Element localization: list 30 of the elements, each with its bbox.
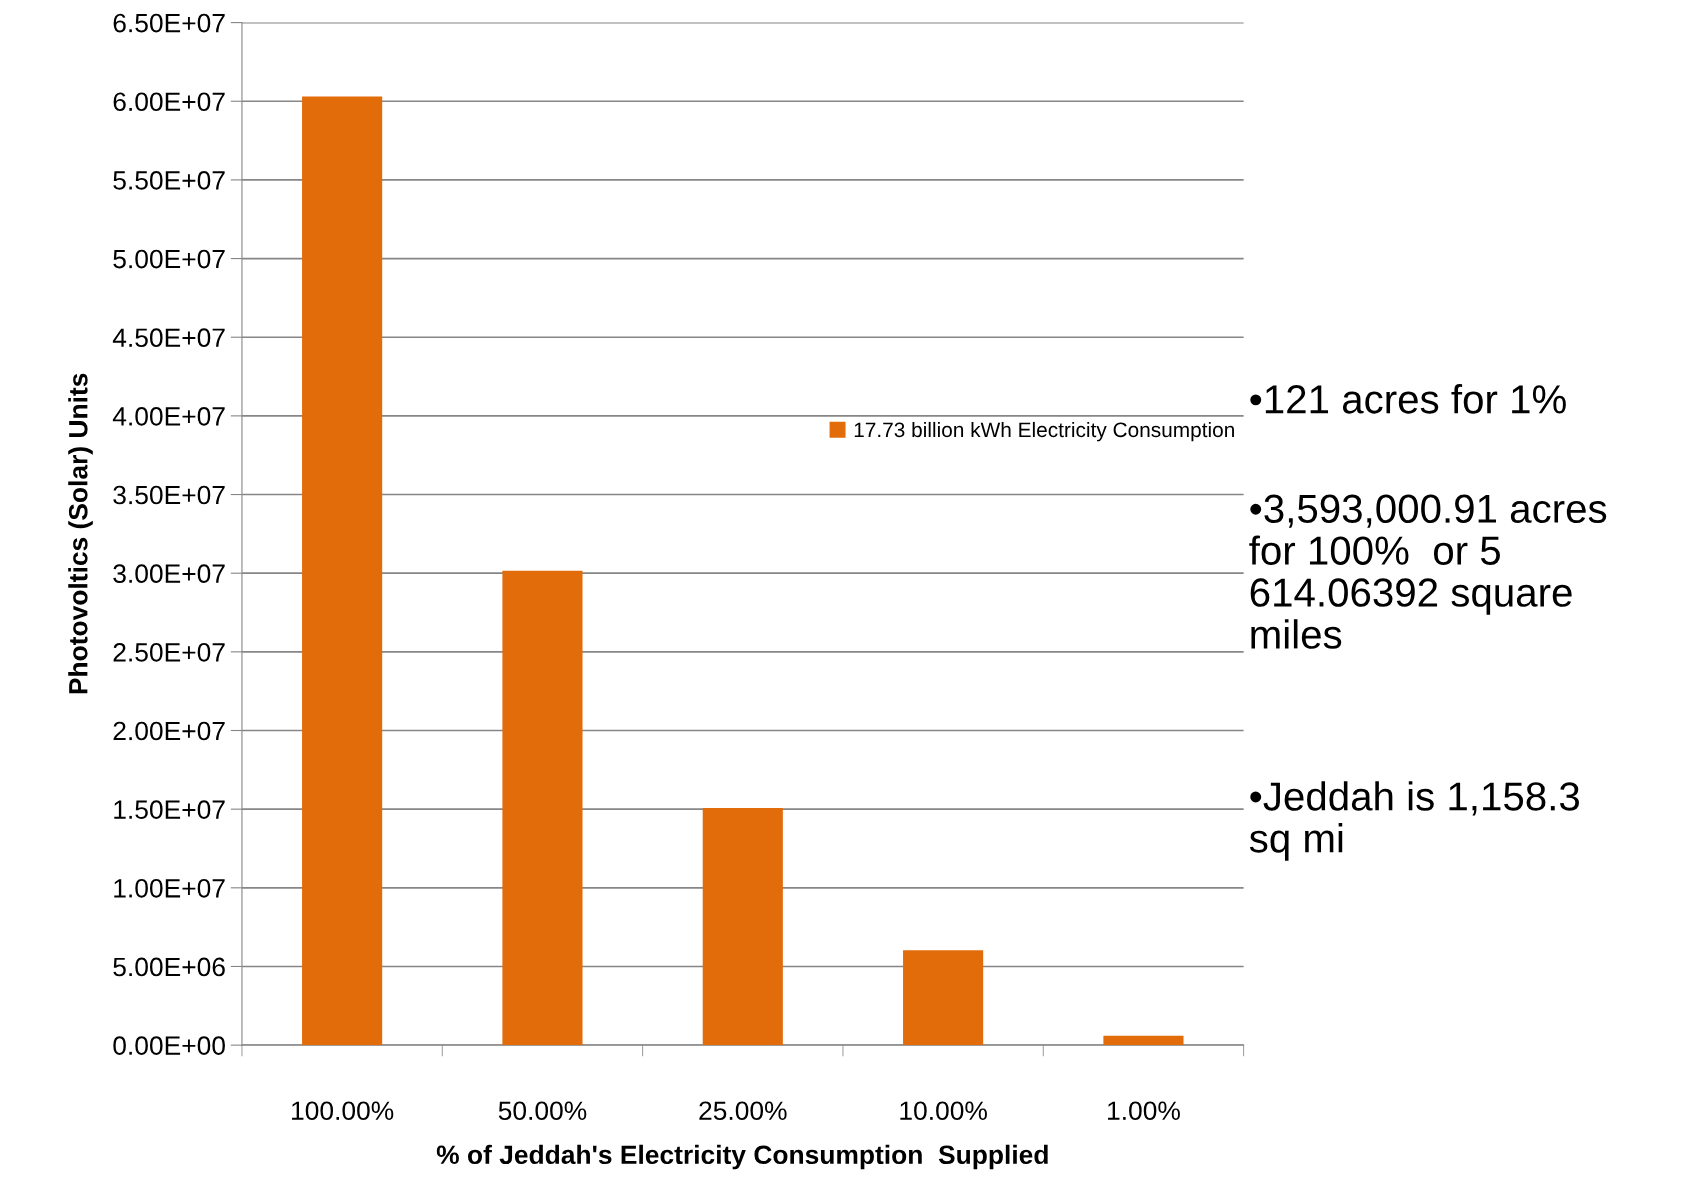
bar [702,807,783,1046]
bar [502,570,583,1046]
bar [903,950,984,1046]
text: •Jeddah is 1,158.3 sq mi [1249,781,1580,861]
bar [302,96,383,1046]
text: •121 acres for 1% [1250,384,1566,414]
y-axis-title: Photovoltics (Solar) Units [68,373,93,694]
text: •3,593,000.91 acres for 100% or 5 614.06392 square miles [1249,494,1607,649]
y-tick-label: 5.00E+06 [113,957,225,977]
y-tick-label: 6.00E+07 [113,92,225,112]
x-tick-label: 100.00% [292,1101,394,1121]
y-tick-label: 2.50E+07 [113,642,225,662]
y-tick-label: 2.00E+07 [113,721,225,741]
y-tick-label: 6.50E+07 [113,13,225,33]
y-tick-label: 5.00E+07 [113,249,225,269]
y-tick-label: 0.00E+00 [113,1036,225,1055]
legend-label: 17.73 billion kWh Electricity Consumption [854,421,1234,442]
x-tick-label: 10.00% [900,1101,987,1121]
bar [1103,1035,1184,1046]
y-tick-label: 3.00E+07 [113,564,225,584]
x-tick-label: 50.00% [498,1101,587,1121]
y-tick-label: 3.50E+07 [113,485,225,505]
y-tick-label: 1.50E+07 [114,800,225,819]
x-tick-label: 25.00% [699,1101,787,1121]
y-tick-label: 4.50E+07 [112,328,225,348]
y-tick-label: 4.00E+07 [112,407,225,426]
y-tick-label: 5.50E+07 [113,171,225,190]
x-axis-title: % of Jeddah's Electricity Consumption Supplied [436,1144,1048,1170]
y-tick-label: 1.00E+07 [114,878,225,898]
x-tick-label: 1.00% [1108,1101,1180,1121]
